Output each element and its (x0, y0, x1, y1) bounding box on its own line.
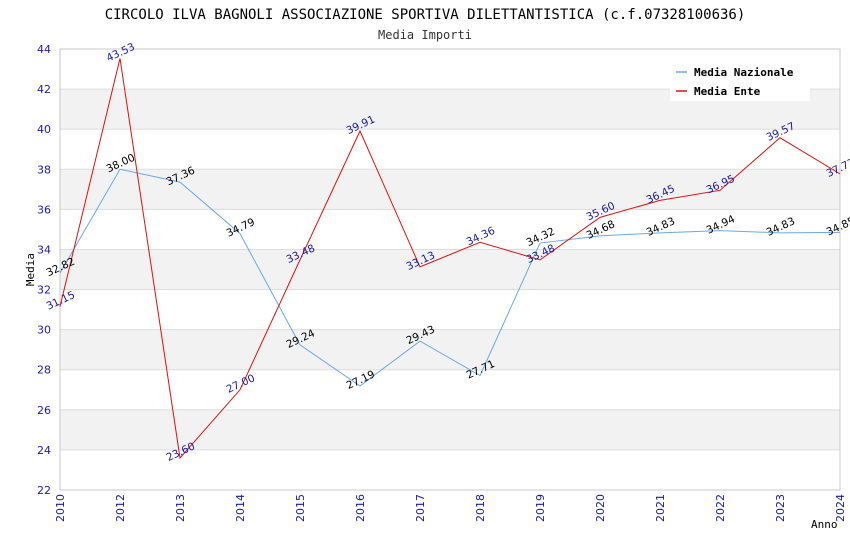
legend-box (670, 59, 810, 101)
x-axis-label: Anno (811, 518, 838, 531)
x-tick-label: 2017 (414, 494, 427, 522)
y-tick-label: 40 (37, 123, 51, 136)
y-tick-label: 32 (37, 284, 51, 297)
plot-band (60, 289, 840, 330)
x-tick-label: 2021 (654, 494, 667, 522)
x-tick-label: 2023 (774, 494, 787, 522)
y-tick-label: 36 (37, 203, 51, 216)
x-tick-label: 2020 (594, 494, 607, 522)
x-tick-label: 2018 (474, 494, 487, 522)
y-tick-label: 22 (37, 484, 51, 497)
plot-band (60, 249, 840, 290)
series-layer (59, 58, 841, 460)
plot-band (60, 329, 840, 370)
series-line-media-nazionale (59, 168, 841, 387)
y-axis-ticks: 22 24 26 28 30 32 34 36 38 40 42 44 (37, 43, 51, 497)
series-line-media-ente (59, 58, 841, 460)
x-tick-label: 2012 (114, 494, 127, 522)
chart-subtitle: Media Importi (378, 28, 472, 42)
legend: Media Nazionale Media Ente (670, 59, 810, 101)
x-tick-label: 2010 (54, 494, 67, 522)
y-tick-label: 30 (37, 324, 51, 337)
plot-band (60, 409, 840, 450)
x-tick-label: 2014 (234, 494, 247, 522)
y-tick-label: 28 (37, 364, 51, 377)
x-tick-label: 2016 (354, 494, 367, 522)
plot-band (60, 449, 840, 490)
y-tick-label: 44 (37, 43, 51, 56)
chart-title: CIRCOLO ILVA BAGNOLI ASSOCIAZIONE SPORTI… (105, 7, 746, 23)
y-tick-label: 34 (37, 243, 51, 256)
legend-label-media-nazionale: Media Nazionale (694, 66, 794, 79)
legend-label-media-ente: Media Ente (694, 85, 761, 98)
plot-area (59, 48, 841, 491)
plot-background-bands (60, 49, 840, 490)
y-tick-label: 24 (37, 444, 51, 457)
x-tick-label: 2022 (714, 494, 727, 522)
plot-band (60, 209, 840, 250)
x-tick-label: 2019 (534, 494, 547, 522)
plot-band (60, 369, 840, 410)
y-tick-label: 42 (37, 83, 51, 96)
x-tick-label: 2015 (294, 494, 307, 522)
y-axis-label: Media (24, 253, 37, 286)
x-axis-ticks: 2010 2012 2013 2014 2015 2016 2017 2018 2019 2020… (54, 494, 847, 522)
plot-band (60, 129, 840, 170)
plot-band (60, 169, 840, 210)
x-tick-label: 2013 (174, 494, 187, 522)
y-tick-label: 26 (37, 404, 51, 417)
x-tick-label: 2024 (834, 494, 847, 522)
y-tick-label: 38 (37, 163, 51, 176)
